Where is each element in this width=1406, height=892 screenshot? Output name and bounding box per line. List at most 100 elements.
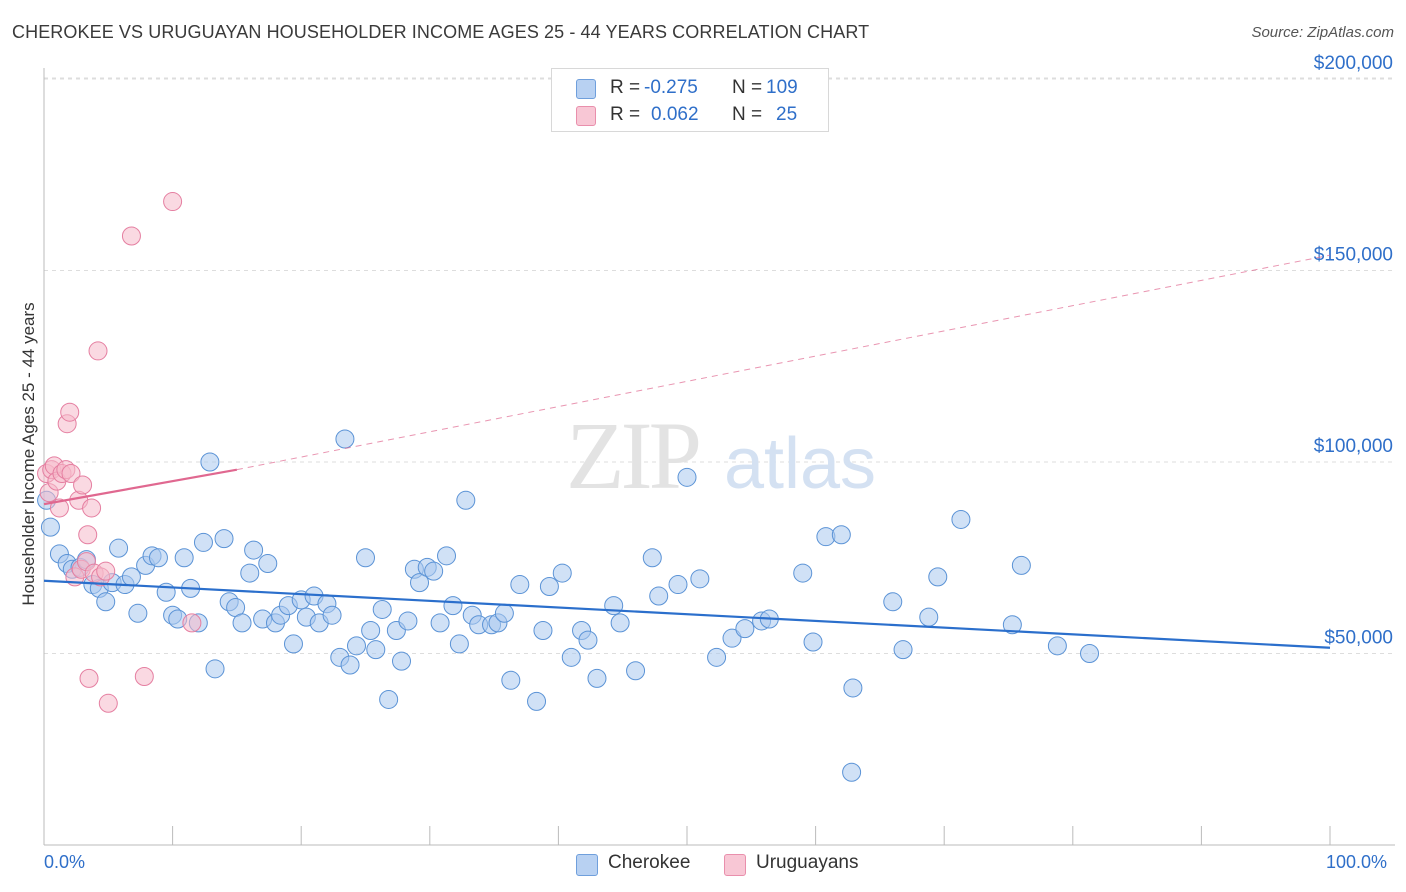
uruguayan-point-21 xyxy=(96,561,116,581)
cherokee-point-53 xyxy=(379,689,399,709)
cherokee-point-79 xyxy=(578,630,598,650)
cherokee-point-94 xyxy=(793,563,813,583)
cherokee-point-88 xyxy=(690,569,710,589)
r-value: 0.062 xyxy=(651,104,699,125)
y-tick-label-2: $150,000 xyxy=(1314,245,1393,266)
cherokee-point-56 xyxy=(398,611,418,631)
uruguayan-trend-extension xyxy=(236,254,1331,471)
cherokee-point-58 xyxy=(410,573,430,593)
cherokee-point-71 xyxy=(501,670,521,690)
uruguayan-point-27 xyxy=(182,613,202,633)
uruguayan-legend-label: Uruguayans xyxy=(756,852,859,873)
cherokee-point-104 xyxy=(951,509,971,529)
cherokee-point-84 xyxy=(642,548,662,568)
cherokee-point-51 xyxy=(366,640,386,660)
cherokee-point-97 xyxy=(831,525,851,545)
cherokee-point-31 xyxy=(240,563,260,583)
cherokee-swatch xyxy=(576,79,596,99)
stats-legend: R = -0.275 N = 109 R = 0.062 N = 25 xyxy=(551,68,829,132)
cherokee-point-14 xyxy=(128,603,148,623)
uruguayan-swatch xyxy=(576,106,596,126)
cherokee-point-38 xyxy=(283,634,303,654)
cherokee-points xyxy=(37,429,1100,782)
cherokee-point-105 xyxy=(1002,615,1022,635)
cherokee-point-91 xyxy=(735,619,755,639)
cherokee-point-75 xyxy=(539,576,559,596)
cherokee-point-77 xyxy=(561,647,581,667)
chart-title: CHEROKEE VS URUGUAYAN HOUSEHOLDER INCOME… xyxy=(12,22,870,42)
cherokee-point-25 xyxy=(200,452,220,472)
cherokee-point-30 xyxy=(232,613,252,633)
x-axis-max-label: 100.0% xyxy=(1326,852,1388,872)
cherokee-point-87 xyxy=(677,467,697,487)
cherokee-point-86 xyxy=(668,575,688,595)
cherokee-point-82 xyxy=(610,613,630,633)
y-axis-label: Householder Income Ages 25 - 44 years xyxy=(19,302,38,605)
cherokee-point-1 xyxy=(40,517,60,537)
uruguayan-trend-line xyxy=(43,468,238,506)
cherokee-point-27 xyxy=(214,529,234,549)
cherokee-point-26 xyxy=(205,659,225,679)
cherokee-point-60 xyxy=(424,561,444,581)
cherokee-point-17 xyxy=(148,548,168,568)
source-credit: Source: ZipAtlas.com xyxy=(1251,24,1394,41)
uruguayan-legend-swatch xyxy=(724,854,746,876)
cherokee-point-72 xyxy=(510,575,530,595)
cherokee-point-74 xyxy=(533,621,553,641)
uruguayan-point-16 xyxy=(78,525,98,545)
uruguayan-point-25 xyxy=(134,666,154,686)
watermark-atlas: atlas xyxy=(724,424,876,504)
uruguayan-point-22 xyxy=(98,693,118,713)
cherokee-point-46 xyxy=(335,429,355,449)
uruguayan-point-19 xyxy=(88,341,108,361)
cherokee-point-81 xyxy=(604,596,624,616)
cherokee-point-99 xyxy=(843,678,863,698)
cherokee-point-90 xyxy=(722,628,742,648)
cherokee-point-52 xyxy=(372,599,392,619)
cherokee-point-21 xyxy=(174,548,194,568)
cherokee-point-98 xyxy=(842,762,862,782)
uruguayan-point-17 xyxy=(82,498,102,518)
trend-lines xyxy=(43,254,1331,649)
cherokee-point-11 xyxy=(109,538,129,558)
cherokee-point-50 xyxy=(361,621,381,641)
cherokee-point-76 xyxy=(552,563,572,583)
uruguayan-point-10 xyxy=(61,463,81,483)
cherokee-point-9 xyxy=(96,592,116,612)
cherokee-point-106 xyxy=(1011,555,1031,575)
uruguayan-points xyxy=(37,192,202,713)
cherokee-legend-label: Cherokee xyxy=(608,852,691,873)
n-value: 25 xyxy=(776,104,798,125)
cherokee-point-73 xyxy=(527,691,547,711)
cherokee-point-80 xyxy=(587,668,607,688)
cherokee-point-89 xyxy=(707,647,727,667)
cherokee-point-103 xyxy=(928,567,948,587)
n-label: N = xyxy=(732,104,763,125)
y-tick-label-0: $50,000 xyxy=(1324,628,1393,649)
cherokee-point-63 xyxy=(443,596,463,616)
cherokee-point-44 xyxy=(322,605,342,625)
uruguayan-point-24 xyxy=(121,226,141,246)
cherokee-point-101 xyxy=(893,640,913,660)
cherokee-point-102 xyxy=(919,607,939,627)
cherokee-point-64 xyxy=(449,634,469,654)
watermark: ZIP atlas xyxy=(566,402,876,509)
y-tick-label-1: $100,000 xyxy=(1314,436,1393,457)
cherokee-point-85 xyxy=(649,586,669,606)
n-label: N = xyxy=(732,77,763,98)
cherokee-point-34 xyxy=(258,553,278,573)
cherokee-point-70 xyxy=(494,603,514,623)
cherokee-point-32 xyxy=(244,540,264,560)
cherokee-legend-swatch xyxy=(576,854,598,876)
cherokee-trend-line xyxy=(43,579,1331,649)
uruguayan-point-5 xyxy=(49,498,69,518)
watermark-zip: ZIP xyxy=(566,402,699,509)
n-value: 109 xyxy=(766,77,798,98)
uruguayan-point-9 xyxy=(60,402,80,422)
cherokee-point-65 xyxy=(456,490,476,510)
r-value: -0.275 xyxy=(644,77,698,98)
uruguayan-point-23 xyxy=(79,668,99,688)
cherokee-point-83 xyxy=(626,661,646,681)
x-axis-min-label: 0.0% xyxy=(44,852,86,872)
